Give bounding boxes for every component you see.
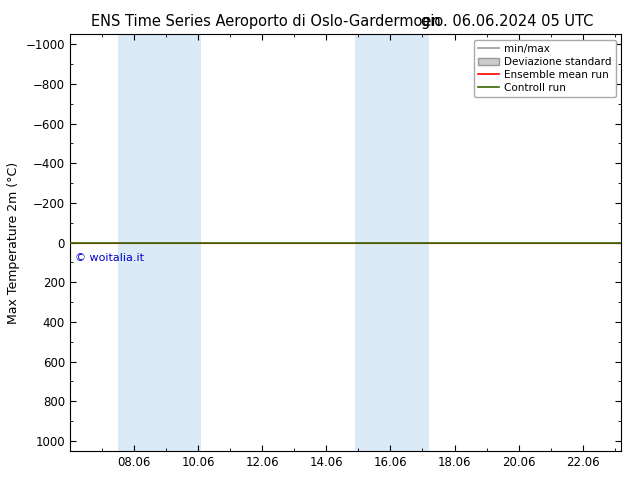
Text: © woitalia.it: © woitalia.it xyxy=(75,253,143,264)
Text: ENS Time Series Aeroporto di Oslo-Gardermoen: ENS Time Series Aeroporto di Oslo-Garder… xyxy=(91,14,441,29)
Text: gio. 06.06.2024 05 UTC: gio. 06.06.2024 05 UTC xyxy=(421,14,593,29)
Legend: min/max, Deviazione standard, Ensemble mean run, Controll run: min/max, Deviazione standard, Ensemble m… xyxy=(474,40,616,97)
Bar xyxy=(118,34,201,451)
Y-axis label: Max Temperature 2m (°C): Max Temperature 2m (°C) xyxy=(7,162,20,323)
Bar xyxy=(355,34,429,451)
